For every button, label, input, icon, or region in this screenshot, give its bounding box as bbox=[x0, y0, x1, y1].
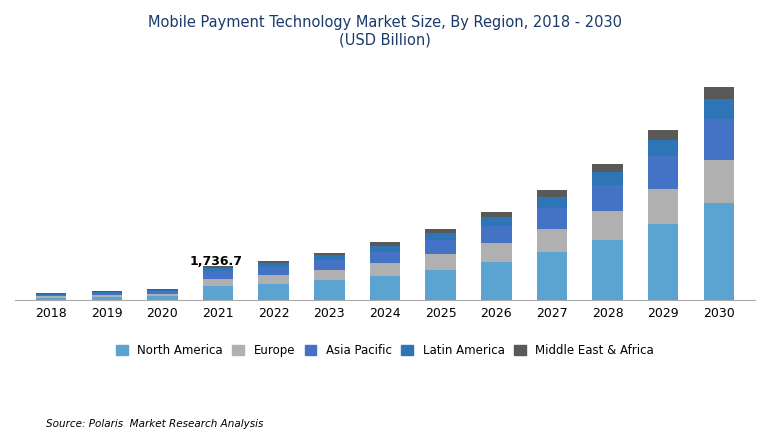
Bar bbox=[314, 280, 345, 300]
Bar bbox=[425, 229, 456, 233]
Bar bbox=[203, 266, 233, 268]
Bar bbox=[147, 293, 178, 296]
Bar bbox=[370, 276, 400, 300]
Bar bbox=[92, 293, 122, 295]
Bar bbox=[259, 263, 289, 267]
Text: Source: Polaris  Market Research Analysis: Source: Polaris Market Research Analysis bbox=[46, 419, 263, 429]
Bar bbox=[648, 156, 678, 188]
Bar bbox=[259, 275, 289, 284]
Bar bbox=[537, 197, 567, 208]
Bar bbox=[704, 119, 734, 160]
Bar bbox=[481, 211, 511, 217]
Title: Mobile Payment Technology Market Size, By Region, 2018 - 2030
(USD Billion): Mobile Payment Technology Market Size, B… bbox=[148, 15, 622, 47]
Bar bbox=[36, 298, 66, 300]
Bar bbox=[370, 246, 400, 252]
Bar bbox=[537, 190, 567, 197]
Bar bbox=[481, 226, 511, 243]
Bar bbox=[537, 229, 567, 252]
Bar bbox=[370, 252, 400, 263]
Bar bbox=[259, 261, 289, 263]
Text: 1,736.7: 1,736.7 bbox=[189, 255, 242, 268]
Bar bbox=[704, 88, 734, 100]
Bar bbox=[481, 262, 511, 300]
Bar bbox=[592, 211, 623, 240]
Bar bbox=[537, 252, 567, 300]
Bar bbox=[92, 295, 122, 297]
Bar bbox=[425, 254, 456, 270]
Bar bbox=[592, 172, 623, 185]
Bar bbox=[203, 279, 233, 286]
Bar bbox=[370, 242, 400, 246]
Bar bbox=[425, 270, 456, 300]
Bar bbox=[147, 289, 178, 290]
Bar bbox=[425, 233, 456, 240]
Bar bbox=[648, 188, 678, 224]
Bar bbox=[92, 297, 122, 300]
Bar bbox=[481, 217, 511, 226]
Bar bbox=[648, 140, 678, 156]
Bar bbox=[259, 284, 289, 300]
Bar bbox=[704, 202, 734, 300]
Bar bbox=[537, 208, 567, 229]
Bar bbox=[314, 253, 345, 255]
Bar bbox=[36, 296, 66, 298]
Bar bbox=[314, 260, 345, 270]
Bar bbox=[92, 292, 122, 293]
Bar bbox=[481, 243, 511, 262]
Bar bbox=[36, 293, 66, 294]
Legend: North America, Europe, Asia Pacific, Latin America, Middle East & Africa: North America, Europe, Asia Pacific, Lat… bbox=[116, 344, 654, 357]
Bar bbox=[147, 291, 178, 293]
Bar bbox=[648, 130, 678, 140]
Bar bbox=[370, 263, 400, 276]
Bar bbox=[704, 100, 734, 119]
Bar bbox=[147, 290, 178, 291]
Bar bbox=[36, 294, 66, 295]
Bar bbox=[592, 163, 623, 172]
Bar bbox=[425, 240, 456, 254]
Bar bbox=[314, 270, 345, 280]
Bar bbox=[36, 295, 66, 296]
Bar bbox=[259, 267, 289, 275]
Bar bbox=[203, 271, 233, 279]
Bar bbox=[203, 268, 233, 271]
Bar bbox=[147, 296, 178, 300]
Bar bbox=[314, 255, 345, 260]
Bar bbox=[704, 160, 734, 202]
Bar bbox=[592, 185, 623, 211]
Bar bbox=[592, 240, 623, 300]
Bar bbox=[203, 286, 233, 300]
Bar bbox=[92, 291, 122, 292]
Bar bbox=[648, 224, 678, 300]
